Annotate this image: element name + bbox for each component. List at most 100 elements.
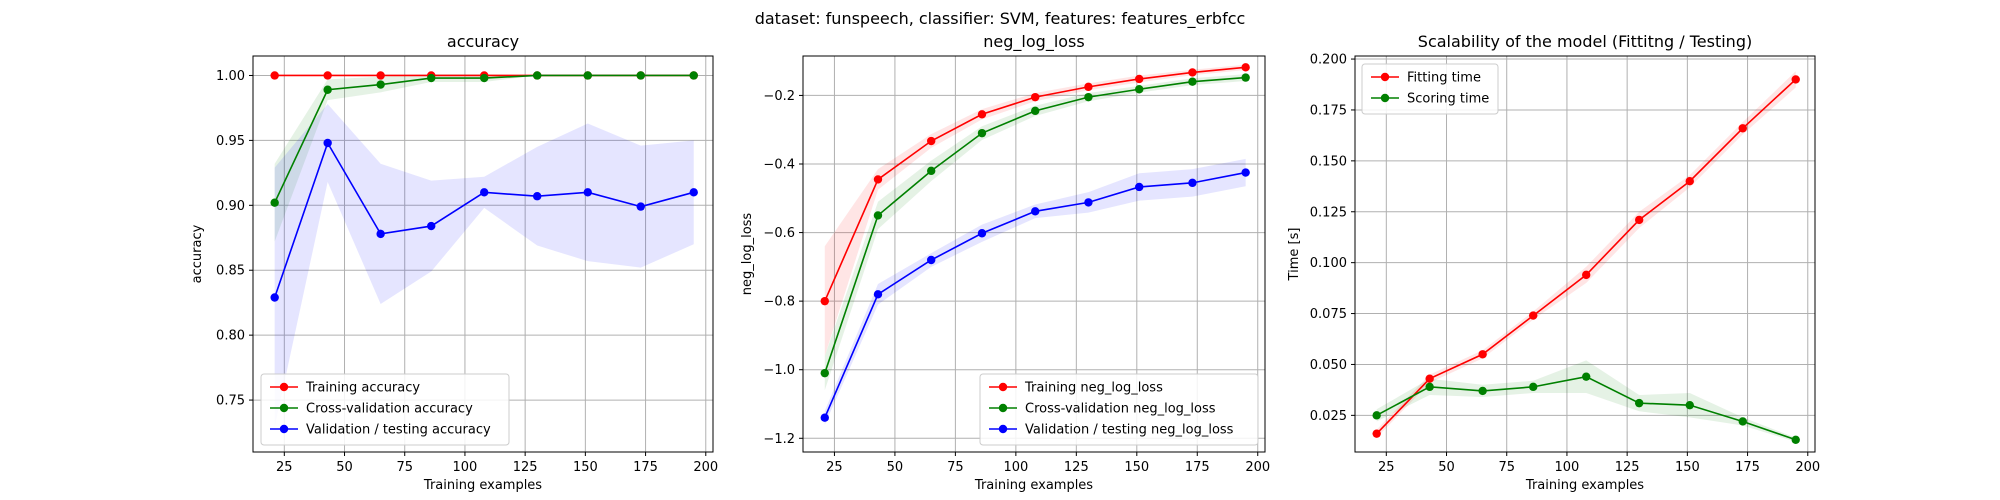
neg-log-loss-axes-frame	[802, 55, 1266, 453]
accuracy-band-2	[274, 104, 694, 428]
accuracy-series-0-point	[376, 71, 385, 80]
figure-suptitle: dataset: funspeech, classifier: SVM, fea…	[755, 9, 1246, 29]
neg-log-loss-series-2-point	[873, 290, 883, 299]
accuracy-series-1-point	[480, 73, 489, 83]
neg-log-loss-series-0-point	[1188, 68, 1197, 77]
scalability-y-tick-label: 0.100	[1310, 256, 1347, 271]
neg-log-loss-series-0-point	[926, 136, 936, 146]
accuracy-x-tick-label: 25	[276, 460, 293, 475]
neg-log-loss-series-2-point	[820, 413, 829, 422]
neg-log-loss-legend-label-2: Validation / testing neg_log_loss	[1025, 423, 1234, 438]
neg-log-loss-x-tick-label: 125	[1064, 460, 1089, 475]
scalability-series-1-point	[1634, 398, 1644, 408]
scalability-legend-marker-1	[1380, 93, 1390, 103]
accuracy-y-tick-label: 1.00	[216, 69, 245, 84]
neg-log-loss-legend-label-1: Cross-validation neg_log_loss	[1025, 402, 1216, 417]
neg-log-loss-series-1-point	[820, 368, 829, 378]
accuracy-y-tick-label: 0.80	[216, 329, 245, 344]
scalability-y-tick-label: 0.050	[1310, 358, 1347, 373]
accuracy-series-0-point	[323, 71, 332, 80]
scalability-series-1-point	[1372, 411, 1381, 420]
scalability-series-0-point	[1685, 177, 1694, 186]
neg-log-loss-series-1-point	[1135, 85, 1144, 94]
neg-log-loss-legend-box	[979, 373, 1259, 446]
scalability-legend-marker-0	[1380, 72, 1390, 82]
accuracy-legend-label-2: Validation / testing accuracy	[306, 423, 491, 438]
scalability-x-tick-label: 200	[1795, 460, 1820, 475]
accuracy-series-1-point	[323, 85, 332, 94]
scalability-series-1-point	[1685, 400, 1694, 410]
neg-log-loss-series-0-point	[1031, 92, 1040, 102]
accuracy-panel: 25 50 75 100 125 150 175 200 0.75 0.80 0.85 0.90 0.9…	[190, 32, 718, 493]
scalability-x-tick-label: 100	[1555, 460, 1580, 475]
scalability-x-tick-label: 175	[1735, 460, 1760, 475]
scalability-y-tick-label: 0.025	[1310, 409, 1347, 424]
neg-log-loss-series-1-point	[1031, 106, 1040, 116]
scalability-y-axis-label: Time [s]	[1287, 228, 1302, 282]
scalability-x-axis-label: Training examples	[1525, 478, 1644, 493]
accuracy-series-1-point	[427, 73, 436, 83]
neg-log-loss-series-0-point	[873, 175, 883, 184]
accuracy-series-2-point	[323, 138, 332, 148]
neg-log-loss-y-tick-label: −0.2	[763, 89, 795, 104]
scalability-series-0-point	[1478, 350, 1487, 359]
neg-log-loss-x-tick-label: 175	[1185, 460, 1210, 475]
neg-log-loss-legend: Training neg_log_loss Cross-validation ne…	[979, 373, 1259, 446]
scalability-series-0-point	[1634, 215, 1644, 225]
neg-log-loss-series-1-point	[926, 166, 936, 176]
neg-log-loss-panel: 25 50 75 100 125 150 175 200 −1.2 −1.0 −0.8 −0.6 −0.…	[740, 32, 1270, 493]
scalability-axes-frame	[1354, 55, 1816, 453]
neg-log-loss-x-tick-label: 75	[947, 460, 964, 475]
accuracy-legend-marker-1	[279, 403, 289, 413]
scalability-x-tick-label: 50	[1438, 460, 1455, 475]
neg-log-loss-x-tick-label: 25	[826, 460, 843, 475]
scalability-y-tick-label: 0.175	[1310, 103, 1347, 118]
scalability-y-tick-label: 0.200	[1310, 53, 1347, 68]
neg-log-loss-series-2-point	[1188, 178, 1197, 188]
neg-log-loss-series-0-point	[1241, 63, 1250, 72]
accuracy-y-tick-label: 0.85	[216, 264, 245, 279]
neg-log-loss-x-tick-label: 100	[1003, 460, 1028, 475]
accuracy-series-1-point	[376, 80, 385, 89]
neg-log-loss-series-2-point	[926, 255, 936, 265]
scalability-series-0-point	[1582, 270, 1591, 280]
neg-log-loss-series-0-point	[820, 296, 829, 306]
neg-log-loss-series-0-point	[1135, 74, 1144, 84]
accuracy-x-tick-label: 175	[633, 460, 658, 475]
scalability-series-1-point	[1791, 435, 1800, 444]
neg-log-loss-series-2-point	[1084, 198, 1093, 207]
accuracy-series-2-point	[376, 229, 385, 239]
scalability-series-0-point	[1529, 311, 1538, 320]
neg-log-loss-y-tick-label: −1.0	[763, 363, 795, 378]
scalability-series-1-point	[1478, 386, 1487, 396]
scalability-series-0-point	[1425, 374, 1434, 383]
accuracy-y-axis-label: accuracy	[190, 224, 205, 283]
neg-log-loss-legend-marker-0	[998, 382, 1008, 392]
neg-log-loss-series-2-point	[1135, 182, 1144, 192]
neg-log-loss-legend-label-0: Training neg_log_loss	[1024, 381, 1163, 396]
neg-log-loss-series-1-point	[977, 128, 987, 138]
accuracy-x-tick-label: 100	[453, 460, 478, 475]
accuracy-title: accuracy	[447, 32, 519, 51]
neg-log-loss-series-2-point	[1241, 168, 1250, 177]
scalability-x-tick-label: 125	[1615, 460, 1640, 475]
accuracy-x-tick-label: 50	[336, 460, 353, 475]
neg-log-loss-series-1-point	[1241, 73, 1250, 82]
neg-log-loss-x-tick-label: 200	[1245, 460, 1270, 475]
neg-log-loss-x-tick-label: 50	[887, 460, 904, 475]
accuracy-y-tick-label: 0.75	[216, 394, 245, 409]
scalability-y-tick-label: 0.150	[1310, 154, 1347, 169]
neg-log-loss-y-tick-label: −1.2	[763, 432, 795, 447]
accuracy-x-tick-label: 75	[396, 460, 413, 475]
neg-log-loss-series-0-point	[977, 110, 987, 119]
accuracy-legend-marker-2	[279, 424, 289, 434]
accuracy-legend-box	[260, 373, 510, 446]
accuracy-series-0-point	[270, 71, 279, 80]
neg-log-loss-legend-marker-2	[998, 424, 1008, 434]
scalability-series-1-point	[1738, 417, 1747, 426]
accuracy-series-2-point	[583, 188, 592, 197]
neg-log-loss-x-tick-label: 150	[1124, 460, 1149, 475]
accuracy-series-1-point	[270, 198, 279, 207]
accuracy-y-tick-label: 0.90	[216, 199, 245, 214]
accuracy-series-1-point	[532, 71, 542, 80]
